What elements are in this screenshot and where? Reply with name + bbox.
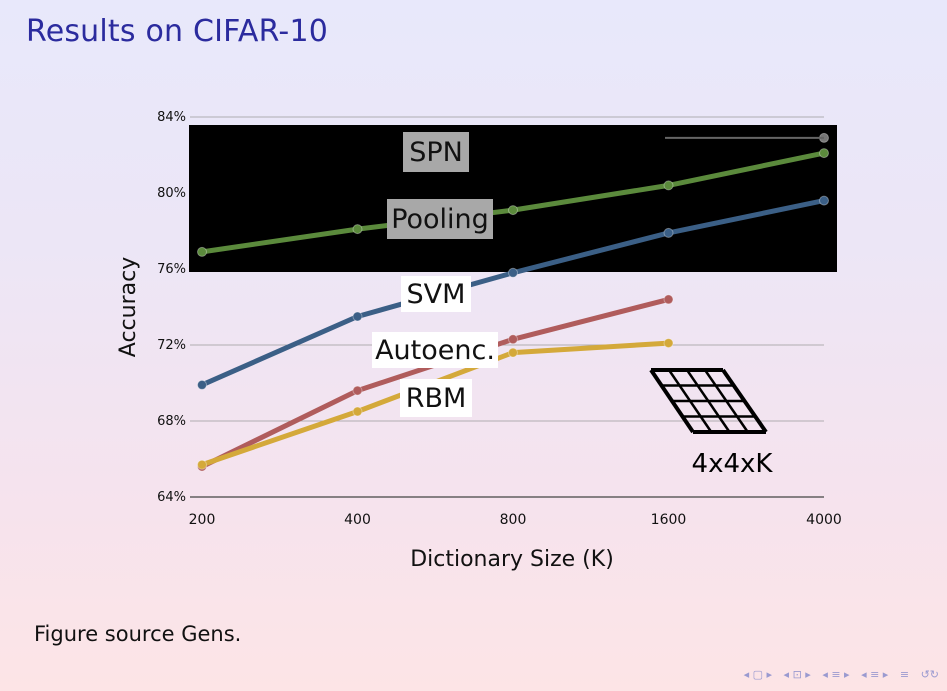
data-point: [508, 347, 518, 358]
data-point: [663, 227, 674, 238]
grid-caption-4x4xk: 4x4xK: [692, 449, 774, 479]
data-point: [508, 205, 518, 216]
grid-4x4-icon: [649, 368, 768, 434]
data-point: [352, 385, 363, 396]
data-point: [197, 379, 207, 390]
x-axis-label: Dictionary Size (K): [410, 547, 614, 572]
x-tick-label: 800: [500, 512, 527, 528]
y-tick-label: 72%: [157, 338, 186, 353]
figure-caption: Figure source Gens.: [34, 622, 242, 646]
grid-line: [685, 369, 731, 433]
data-point: [663, 180, 674, 191]
data-point: [663, 294, 674, 305]
y-tick-label: 76%: [157, 262, 186, 277]
slide-title: Results on CIFAR-10: [26, 14, 329, 49]
grid-line: [703, 369, 749, 433]
data-point: [819, 195, 829, 206]
label-pooling: Pooling: [391, 204, 489, 235]
data-point: [508, 334, 518, 345]
label-autoenc-box: [372, 332, 498, 368]
label-rbm-box: [400, 379, 472, 417]
beamer-navigation-bar[interactable]: ◂ ▢ ▸ ◂ ⊡ ▸ ◂ ≡ ▸ ◂ ≡ ▸ ≡ ↺↻: [744, 668, 947, 686]
data-point: [819, 148, 829, 159]
label-spn: SPN: [409, 137, 463, 168]
data-point: [352, 406, 363, 417]
y-tick-label: 68%: [157, 414, 186, 429]
x-tick-label: 200: [189, 512, 216, 528]
data-point: [663, 338, 674, 349]
nav-align-icon[interactable]: ≡: [899, 668, 910, 681]
nav-document-icon[interactable]: ◂ ≡ ▸: [861, 668, 889, 681]
y-tick-label: 64%: [157, 490, 186, 505]
y-tick-label: 80%: [157, 186, 186, 201]
nav-frame-icon[interactable]: ◂ ▢ ▸: [743, 668, 773, 681]
grid-line: [721, 368, 768, 434]
overlay-black-box: [189, 125, 837, 272]
y-tick-label: 84%: [157, 110, 186, 125]
label-svm-box: [401, 276, 471, 312]
nav-section-icon[interactable]: ◂ ≡ ▸: [822, 668, 850, 681]
label-svm: SVM: [407, 279, 466, 310]
label-autoenc: Autoenc.: [375, 335, 495, 366]
data-point: [197, 459, 207, 470]
label-spn-box: [403, 132, 469, 172]
nav-search-icon[interactable]: ↺↻: [920, 668, 939, 681]
data-point: [352, 224, 363, 235]
data-point: [197, 246, 207, 257]
x-tick-label: 400: [344, 512, 371, 528]
label-pooling-box: [387, 199, 493, 239]
data-point: [352, 311, 363, 322]
label-rbm: RBM: [406, 383, 467, 414]
nav-subsection-icon[interactable]: ◂ ⊡ ▸: [783, 668, 811, 681]
data-point: [508, 267, 518, 278]
x-tick-label: 1600: [651, 512, 687, 528]
x-tick-label: 4000: [806, 512, 842, 528]
y-axis-label: Accuracy: [116, 257, 141, 357]
